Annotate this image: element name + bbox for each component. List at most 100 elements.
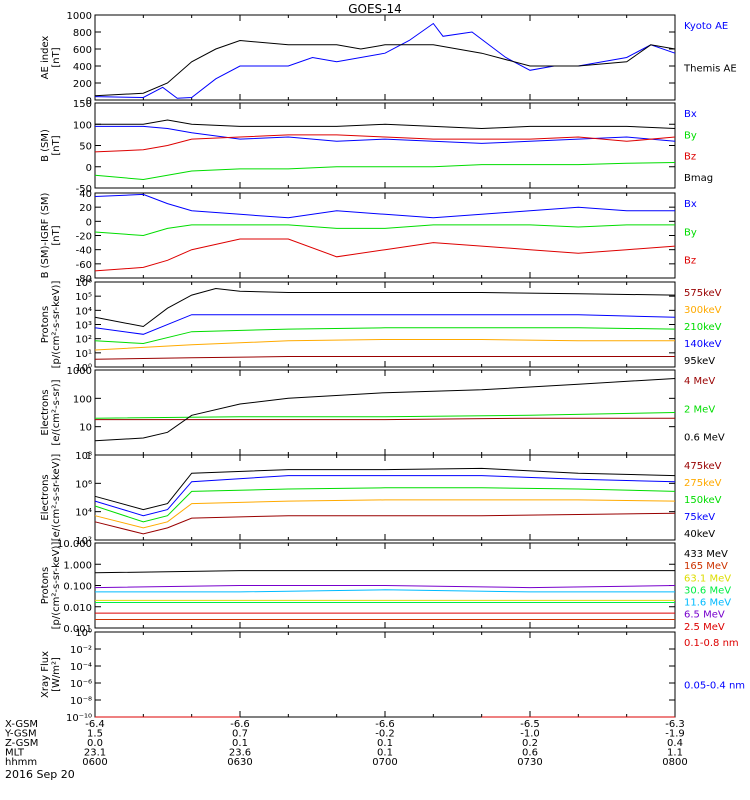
bsm-series-line	[95, 125, 676, 144]
electrons_high-frame	[94, 369, 676, 456]
orbit-row-label: X-GSM	[5, 719, 38, 730]
ae-frame	[94, 14, 676, 101]
dbsm-ylabel: B (SM)-IGRF (SM)	[40, 193, 51, 279]
ae-legend-label: Themis AE	[683, 64, 737, 75]
orbit-value: 0.1	[232, 738, 248, 749]
electrons_high-legend-label: 0.6 MeV	[684, 433, 725, 444]
protons_high-ylabel: Protons	[40, 567, 51, 604]
ae-ytick-label: 0	[86, 96, 92, 107]
ae-series-line	[94, 39, 676, 97]
xray-ytick-label: 10⁻⁸	[70, 696, 92, 707]
orbit-value: 0.7	[232, 729, 248, 740]
protons_low-ytick-label: 10²	[75, 335, 92, 346]
bsm-series-line	[95, 119, 676, 130]
electrons_high-ytick-label: 100	[73, 394, 92, 405]
electrons_low-legend-label: 150keV	[684, 495, 722, 506]
bsm-ylabel: B (SM)	[40, 129, 51, 162]
dbsm-legend-label: By	[684, 227, 697, 238]
orbit-value: 0630	[227, 757, 252, 768]
dbsm-legend-label: Bz	[684, 256, 696, 267]
bsm-ytick-label: 100	[73, 120, 92, 131]
dbsm-ytick-label: 40	[79, 189, 92, 200]
protons_low-series-line	[94, 314, 676, 335]
ae-ylabel: AE index	[40, 36, 51, 80]
electrons_low-ytick-label: 10⁶	[75, 479, 92, 490]
protons_low-ytick-label: 10¹	[75, 349, 92, 360]
orbit-value: 0.0	[87, 738, 103, 749]
dbsm-ytick-label: -40	[76, 246, 92, 257]
dbsm-series-line	[94, 193, 675, 219]
orbit-row-label: Y-GSM	[4, 729, 37, 740]
protons_low-ytick-label: 10⁶	[75, 278, 92, 289]
electrons_high-series-line	[95, 417, 675, 421]
orbit-value: 0.6	[522, 748, 538, 759]
electrons_high-series-line	[94, 412, 676, 419]
protons_low-ytick-label: 10⁰	[75, 363, 92, 374]
protons_low-legend-label: 210keV	[684, 322, 722, 333]
ae-series-line	[94, 22, 676, 99]
dbsm-ytick-label: 0	[86, 217, 92, 228]
orbit-value: -6.3	[665, 719, 685, 730]
electrons_high-ytick-label: 10	[79, 423, 92, 434]
protons_low-frame	[94, 281, 676, 368]
dbsm-legend-label: Bx	[684, 199, 697, 210]
orbit-value: -0.2	[375, 729, 395, 740]
bsm-frame	[94, 102, 676, 189]
electrons_low-ytick-label: 10⁸	[75, 451, 92, 462]
protons_low-series-line	[94, 356, 675, 360]
electrons_low-legend-label: 75keV	[684, 512, 715, 523]
figure-title: GOES-14	[348, 2, 402, 16]
electrons_low-ylabel: [e/(cm²-s-sr-keV)]	[51, 454, 62, 542]
protons_high-legend-label: 165 MeV	[684, 561, 728, 572]
protons_high-series-line	[95, 589, 675, 593]
protons_low-legend-label: 95keV	[684, 356, 715, 367]
xray-legend-label: 0.1-0.8 nm	[684, 638, 739, 649]
electrons_low-series-line	[94, 512, 676, 535]
protons_high-legend-label: 433 MeV	[684, 549, 728, 560]
orbit-value: 0.1	[377, 748, 393, 759]
protons_high-ylabel: [p/(cm²-s-sr-keV)]	[51, 542, 62, 630]
protons_high-legend-label: 6.5 MeV	[684, 610, 725, 621]
xray-ylabel: [W/m²]	[51, 657, 62, 692]
orbit-value: 0.2	[522, 738, 538, 749]
electrons_high-ylabel: Electrons	[40, 389, 51, 435]
bsm-ytick-label: 50	[79, 142, 92, 153]
xray-ytick-label: 10⁻¹⁰	[66, 713, 92, 724]
orbit-value: 0730	[517, 757, 542, 768]
protons_high-ytick-label: 0.010	[63, 603, 92, 614]
electrons_low-series-line	[94, 475, 676, 517]
electrons_low-ylabel: Electrons	[40, 474, 51, 520]
electrons_low-ytick-label: 10²	[75, 536, 92, 547]
bsm-legend-label: Bz	[684, 152, 696, 163]
dbsm-ylabel: [nT]	[51, 225, 62, 245]
electrons_high-legend-label: 2 MeV	[684, 404, 715, 415]
electrons_low-series-line	[94, 467, 676, 511]
ae-ytick-label: 1000	[67, 11, 92, 22]
protons_high-ytick-label: 0.001	[63, 624, 92, 635]
electrons_low-series-line	[94, 487, 676, 523]
orbit-row-label: Z-GSM	[5, 738, 38, 749]
xray-ytick-label: 10⁻⁴	[70, 662, 92, 673]
electrons_high-series-line	[94, 378, 676, 442]
xray-ytick-label: 10⁻²	[70, 645, 92, 656]
orbit-value: 0700	[372, 757, 397, 768]
protons_low-ytick-label: 10⁴	[75, 306, 92, 317]
ae-ytick-label: 400	[73, 62, 92, 73]
orbit-value: 1.1	[667, 748, 683, 759]
protons_low-legend-label: 140keV	[684, 339, 722, 350]
electrons_high-ytick-label: 1	[86, 451, 92, 462]
orbit-value: -6.6	[375, 719, 395, 730]
bsm-ytick-label: -50	[76, 184, 92, 195]
protons_high-series-line	[94, 570, 675, 574]
orbit-value: -6.6	[230, 719, 250, 730]
dbsm-frame	[94, 192, 676, 279]
ae-ytick-label: 600	[73, 45, 92, 56]
orbit-value: -6.4	[85, 719, 105, 730]
xray-ylabel: Xray Flux	[40, 651, 51, 698]
electrons_low-legend-label: 275keV	[684, 478, 722, 489]
protons_high-legend-label: 63.1 MeV	[684, 573, 731, 584]
protons_high-ytick-label: 0.100	[63, 582, 92, 593]
bsm-ylabel: [nT]	[51, 135, 62, 155]
orbit-value: 0.1	[377, 738, 393, 749]
protons_high-legend-label: 2.5 MeV	[684, 622, 725, 633]
